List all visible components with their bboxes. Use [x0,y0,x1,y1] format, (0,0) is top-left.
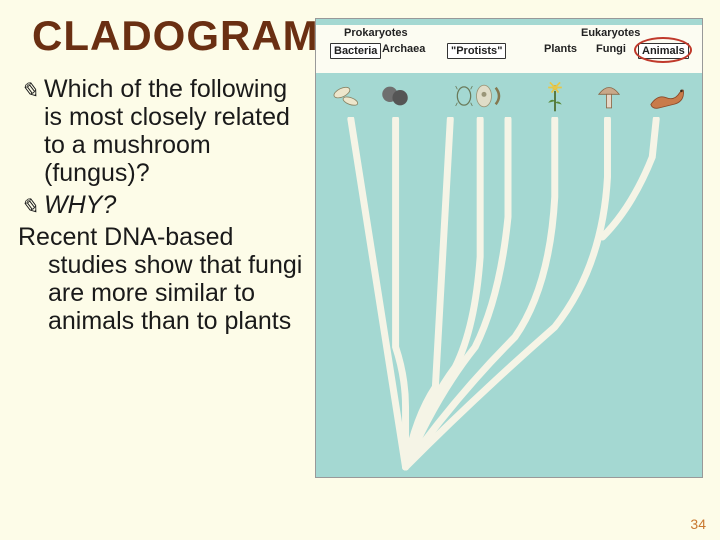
label-protists: Protists [447,43,506,59]
question-2-text: WHY? [44,191,116,219]
bullet-icon: ✎ [20,79,38,104]
question-1-text: Which of the following is most closely r… [44,75,290,187]
answer-text: Recent DNA-based studies show that fungi… [18,223,308,335]
label-prokaryotes: Prokaryotes [344,27,408,39]
answer-rest: studies show that fungi are more similar… [18,251,308,335]
label-archaea: Archaea [382,43,425,55]
animals-icon [644,79,690,113]
question-2: ✎ WHY? [18,191,308,219]
slide-number: 34 [690,516,706,532]
label-fungi: Fungi [596,43,626,55]
diagram-header: Prokaryotes Eukaryotes Bacteria Archaea … [316,25,702,73]
protists-icon [454,79,504,113]
bacteria-icon [330,79,364,113]
cladogram-branches [316,117,702,475]
label-eukaryotes: Eukaryotes [581,27,640,39]
animals-highlight-circle [634,37,692,63]
archaea-icon [378,79,412,113]
slide-title: CLADOGRAM [32,12,319,60]
organism-icons [316,77,702,117]
answer-line1: Recent DNA-based [18,223,233,251]
fungi-icon [592,79,626,113]
text-content: ✎ Which of the following is most closely… [18,75,308,335]
label-plants: Plants [544,43,577,55]
label-bacteria: Bacteria [330,43,381,59]
plants-icon [538,79,572,113]
question-1: ✎ Which of the following is most closely… [18,75,308,187]
cladogram-diagram: Prokaryotes Eukaryotes Bacteria Archaea … [315,18,703,478]
bullet-icon: ✎ [20,195,38,220]
